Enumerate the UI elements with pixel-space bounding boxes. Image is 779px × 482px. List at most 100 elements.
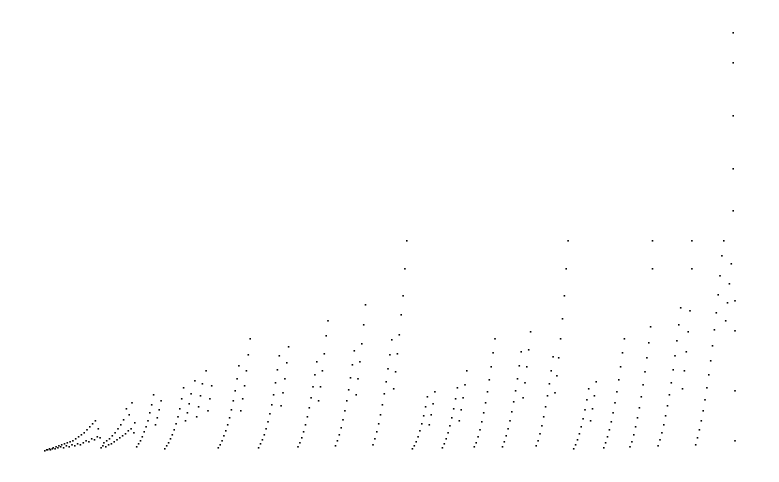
data-point xyxy=(177,416,179,418)
data-point xyxy=(548,383,551,385)
data-point xyxy=(715,312,718,314)
data-point xyxy=(284,378,286,380)
data-point xyxy=(732,62,734,64)
data-point xyxy=(158,409,160,411)
data-point xyxy=(150,404,153,406)
data-point xyxy=(451,417,453,419)
data-point xyxy=(618,379,620,381)
data-point xyxy=(179,408,181,410)
data-point xyxy=(629,446,631,448)
data-point xyxy=(45,449,48,451)
data-point xyxy=(421,423,423,425)
data-point xyxy=(353,350,356,352)
data-point xyxy=(267,421,269,423)
data-point xyxy=(182,387,185,389)
data-point xyxy=(424,406,427,408)
data-point xyxy=(518,365,521,367)
data-point xyxy=(490,366,492,368)
data-point xyxy=(537,440,539,442)
data-point xyxy=(503,441,506,443)
data-point xyxy=(514,390,517,392)
data-point xyxy=(694,444,697,446)
data-point xyxy=(156,417,159,419)
data-point xyxy=(80,434,83,436)
data-point xyxy=(730,263,733,265)
data-point xyxy=(346,400,348,402)
data-point xyxy=(666,405,669,407)
data-point xyxy=(96,436,99,438)
data-point xyxy=(511,411,513,413)
data-point xyxy=(713,329,716,331)
data-point xyxy=(105,446,107,448)
data-point xyxy=(175,423,177,425)
data-point xyxy=(631,441,633,443)
data-point xyxy=(336,440,339,442)
data-point xyxy=(355,394,357,396)
data-point xyxy=(347,389,350,391)
data-point xyxy=(559,338,562,340)
data-point xyxy=(58,445,60,447)
data-point xyxy=(85,440,87,442)
data-point xyxy=(651,268,654,270)
data-point xyxy=(704,399,706,401)
data-point xyxy=(702,410,704,412)
data-point xyxy=(724,320,727,322)
data-point xyxy=(721,255,723,257)
data-point xyxy=(90,438,93,440)
data-point xyxy=(691,240,693,242)
data-point xyxy=(708,374,710,376)
data-point xyxy=(186,412,189,414)
data-point xyxy=(648,342,650,344)
data-point xyxy=(689,310,691,312)
data-point xyxy=(610,421,613,423)
data-point xyxy=(732,168,734,170)
data-point xyxy=(494,338,496,340)
data-point xyxy=(464,384,466,386)
data-point xyxy=(678,324,680,326)
data-point xyxy=(241,398,244,400)
data-point xyxy=(323,353,326,355)
data-point xyxy=(529,331,532,333)
data-point xyxy=(687,331,689,333)
data-point xyxy=(406,240,408,242)
data-point xyxy=(52,447,54,449)
data-point xyxy=(54,448,56,450)
data-point xyxy=(460,409,462,411)
data-point xyxy=(201,383,204,385)
data-point xyxy=(552,356,554,358)
data-point xyxy=(49,449,52,451)
data-point xyxy=(642,384,644,386)
data-point xyxy=(240,410,242,412)
data-point xyxy=(584,409,586,411)
data-point xyxy=(190,393,192,395)
data-point xyxy=(167,442,170,444)
data-point xyxy=(269,413,271,415)
data-point xyxy=(74,445,76,447)
data-point xyxy=(633,434,635,436)
data-point xyxy=(110,443,113,445)
data-point xyxy=(432,403,434,405)
data-point xyxy=(522,397,524,399)
data-point xyxy=(674,355,676,357)
data-point xyxy=(89,426,91,428)
data-point xyxy=(199,395,202,397)
data-point xyxy=(362,324,365,326)
data-point xyxy=(230,409,233,411)
data-point xyxy=(160,400,162,402)
data-point xyxy=(604,442,607,444)
data-point xyxy=(557,357,560,359)
data-point xyxy=(623,338,626,340)
data-point xyxy=(280,405,282,407)
data-point xyxy=(719,275,721,277)
data-point xyxy=(314,374,316,376)
data-point xyxy=(486,391,489,393)
data-point xyxy=(475,442,477,444)
data-point xyxy=(107,444,110,446)
data-point xyxy=(544,406,547,408)
data-point xyxy=(640,396,643,398)
data-point xyxy=(88,441,90,443)
data-point xyxy=(481,421,483,423)
data-point xyxy=(69,441,71,443)
data-point xyxy=(79,444,82,446)
